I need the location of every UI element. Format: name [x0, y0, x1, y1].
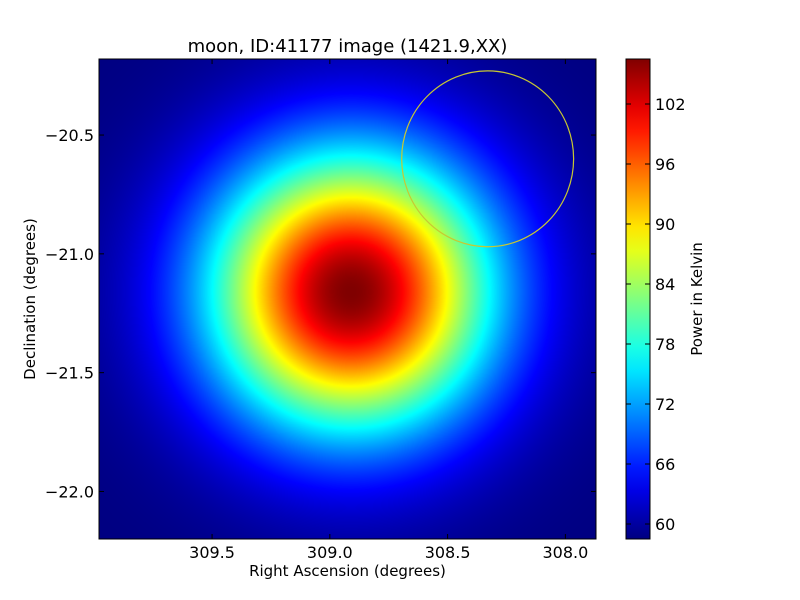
x-tick-label: 308.0: [542, 543, 588, 562]
colorbar-tick-label: 72: [655, 395, 675, 414]
y-tick-label: −22.0: [45, 482, 94, 501]
colorbar-label: Power in Kelvin: [688, 242, 706, 356]
y-axis: −20.5 −21.0 −21.5 −22.0: [45, 126, 596, 501]
x-tick-label: 308.5: [425, 543, 471, 562]
colorbar-gradient: [625, 58, 651, 540]
colorbar-tick-label: 78: [655, 335, 675, 354]
colorbar-tick-label: 84: [655, 275, 675, 294]
region-circle: [401, 70, 575, 248]
chart-title: moon, ID:41177 image (1421.9,XX): [188, 36, 508, 57]
x-axis-label: Right Ascension (degrees): [249, 562, 446, 580]
y-tick-label: −21.5: [45, 364, 94, 383]
plot-area: [98, 58, 597, 540]
heatmap-image: [99, 59, 596, 539]
x-axis: 309.5 309.0 308.5 308.0: [189, 59, 588, 562]
x-tick-label: 309.5: [189, 543, 235, 562]
y-axis-label: Declination (degrees): [21, 218, 39, 380]
colorbar-tick-label: 60: [655, 515, 675, 534]
y-tick-label: −20.5: [45, 126, 94, 145]
colorbar-tick-label: 66: [655, 455, 675, 474]
colorbar-tick-label: 90: [655, 215, 675, 234]
x-tick-label: 309.0: [307, 543, 353, 562]
colorbar-tick-label: 96: [655, 155, 675, 174]
colorbar: 60 66 72 78 84 90 96 102: [625, 58, 686, 540]
y-tick-label: −21.0: [45, 245, 94, 264]
colorbar-tick-label: 102: [655, 95, 686, 114]
plot-frame: [98, 58, 597, 540]
